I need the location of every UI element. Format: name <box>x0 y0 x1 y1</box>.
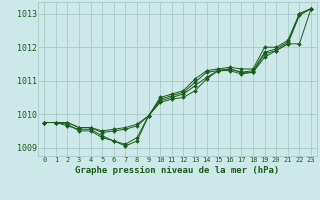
X-axis label: Graphe pression niveau de la mer (hPa): Graphe pression niveau de la mer (hPa) <box>76 166 280 175</box>
